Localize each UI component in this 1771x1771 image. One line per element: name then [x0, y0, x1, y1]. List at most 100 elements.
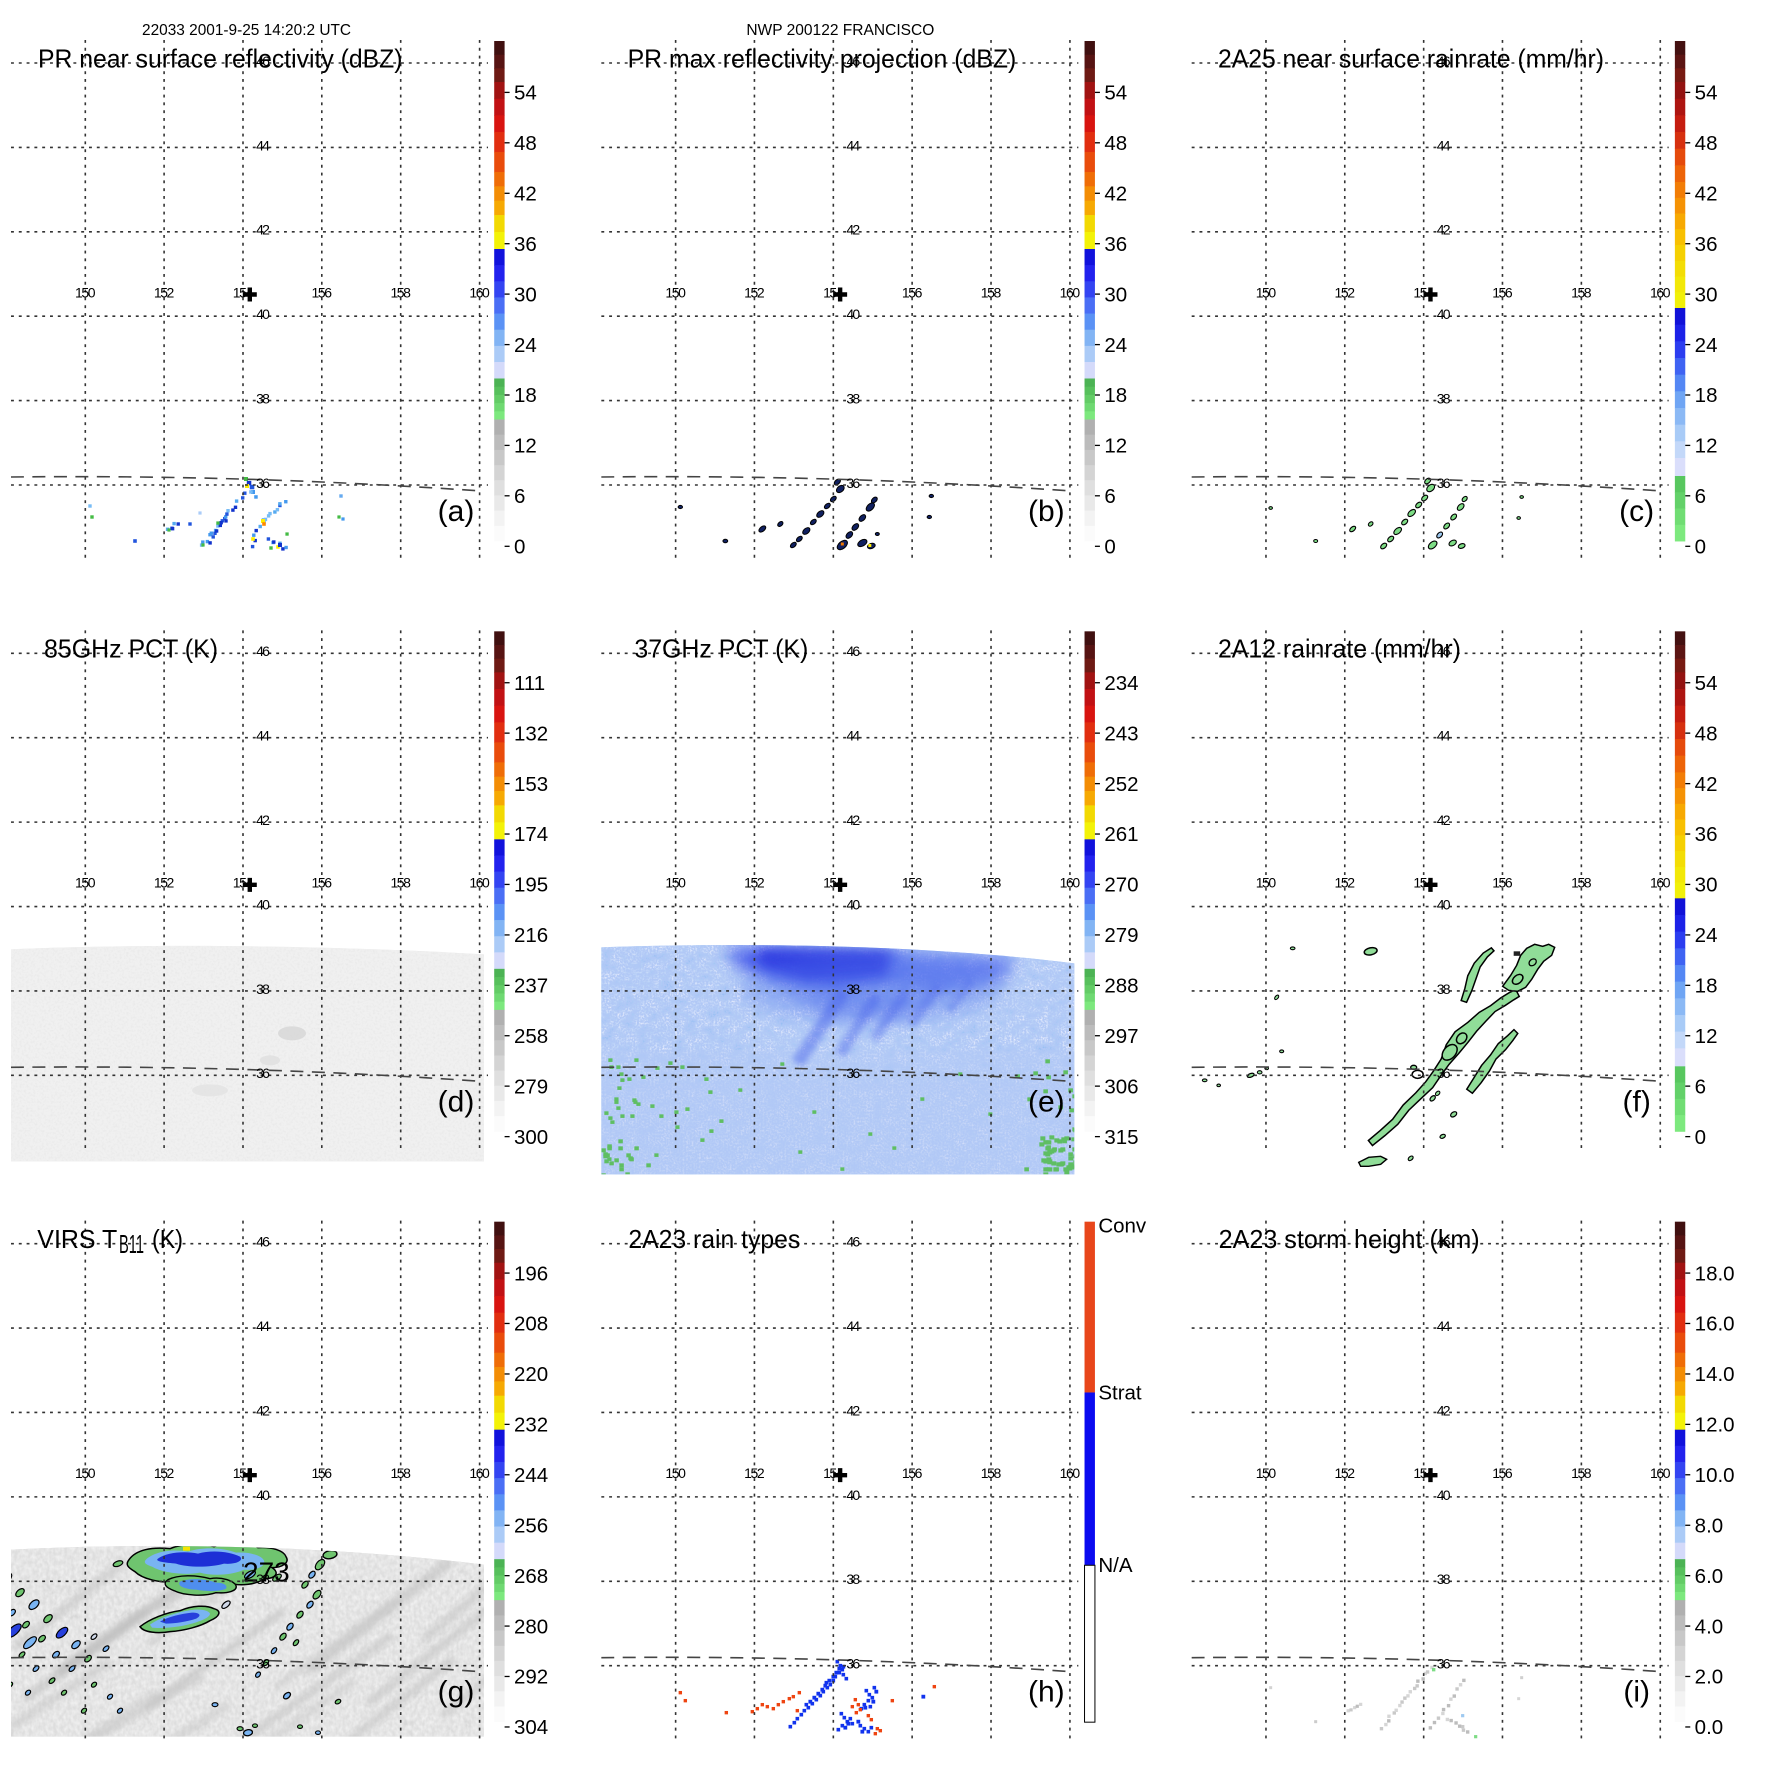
svg-text:152: 152 [1335, 284, 1356, 300]
svg-text:208: 208 [514, 1313, 548, 1336]
svg-text:24: 24 [514, 334, 537, 357]
svg-text:54: 54 [1695, 82, 1718, 105]
svg-text:158: 158 [1571, 1465, 1592, 1481]
svg-text:261: 261 [1104, 823, 1138, 846]
svg-text:232: 232 [514, 1414, 548, 1437]
svg-text:38: 38 [1437, 391, 1451, 407]
svg-text:158: 158 [390, 1465, 411, 1481]
svg-text:0.0: 0.0 [1695, 1716, 1724, 1739]
svg-text:152: 152 [744, 875, 765, 891]
svg-text:Strat: Strat [1098, 1382, 1142, 1405]
svg-text:292: 292 [514, 1666, 548, 1689]
svg-text:38: 38 [846, 981, 860, 997]
svg-text:36: 36 [846, 1656, 860, 1672]
svg-text:40: 40 [846, 306, 860, 322]
svg-text:16.0: 16.0 [1695, 1313, 1735, 1336]
svg-text:0: 0 [1104, 536, 1115, 559]
svg-text:8.0: 8.0 [1695, 1514, 1724, 1537]
svg-text:220: 220 [514, 1363, 548, 1386]
svg-text:0: 0 [1695, 536, 1706, 559]
svg-text:252: 252 [1104, 773, 1138, 796]
svg-text:36: 36 [256, 1065, 270, 1081]
svg-text:150: 150 [1256, 1465, 1277, 1481]
svg-text:24: 24 [1695, 924, 1718, 947]
svg-text:315: 315 [1104, 1126, 1138, 1149]
svg-text:174: 174 [514, 823, 548, 846]
svg-text:38: 38 [256, 1571, 270, 1587]
svg-text:156: 156 [902, 284, 923, 300]
svg-text:12: 12 [1695, 1025, 1718, 1048]
svg-text:156: 156 [312, 875, 333, 891]
svg-text:42: 42 [256, 1402, 270, 1418]
svg-text:38: 38 [846, 1571, 860, 1587]
svg-text:46: 46 [846, 643, 860, 659]
svg-text:268: 268 [514, 1565, 548, 1588]
svg-text:160: 160 [469, 875, 490, 891]
svg-text:150: 150 [1256, 875, 1277, 891]
svg-text:216: 216 [514, 924, 548, 947]
svg-text:(K): (K) [152, 1224, 183, 1254]
svg-text:156: 156 [902, 875, 923, 891]
svg-text:30: 30 [514, 283, 537, 306]
svg-text:44: 44 [256, 728, 270, 744]
svg-text:6: 6 [1104, 485, 1115, 508]
svg-text:234: 234 [1104, 672, 1138, 695]
svg-text:258: 258 [514, 1025, 548, 1048]
svg-text:40: 40 [1437, 1487, 1451, 1503]
svg-text:150: 150 [1256, 284, 1277, 300]
svg-text:30: 30 [1695, 283, 1718, 306]
svg-text:46: 46 [1437, 643, 1451, 659]
svg-text:42: 42 [514, 183, 537, 206]
svg-text:VIRS T: VIRS T [37, 1224, 117, 1254]
svg-text:195: 195 [514, 874, 548, 897]
svg-text:42: 42 [1104, 183, 1127, 206]
svg-text:36: 36 [846, 1065, 860, 1081]
svg-text:42: 42 [256, 812, 270, 828]
svg-text:18: 18 [1695, 975, 1718, 998]
svg-text:(b): (b) [1028, 495, 1065, 528]
svg-text:40: 40 [256, 1487, 270, 1503]
svg-text:12: 12 [1104, 435, 1127, 458]
svg-text:46: 46 [1437, 1234, 1451, 1250]
svg-text:(c): (c) [1619, 495, 1654, 528]
svg-text:152: 152 [744, 1465, 765, 1481]
svg-text:156: 156 [312, 1465, 333, 1481]
svg-text:46: 46 [256, 643, 270, 659]
svg-text:(a): (a) [438, 495, 475, 528]
svg-text:6.0: 6.0 [1695, 1565, 1724, 1588]
svg-text:38: 38 [256, 391, 270, 407]
svg-text:46: 46 [256, 1234, 270, 1250]
svg-text:244: 244 [514, 1464, 548, 1487]
svg-text:152: 152 [1335, 875, 1356, 891]
svg-text:12: 12 [1695, 435, 1718, 458]
svg-text:54: 54 [514, 82, 537, 105]
svg-text:42: 42 [846, 222, 860, 238]
svg-text:18: 18 [1104, 384, 1127, 407]
svg-text:36: 36 [256, 1656, 270, 1672]
svg-text:36: 36 [1437, 1656, 1451, 1672]
svg-text:B11: B11 [119, 1229, 144, 1259]
svg-text:48: 48 [514, 132, 537, 155]
svg-text:6: 6 [1695, 1075, 1706, 1098]
svg-text:40: 40 [846, 896, 860, 912]
svg-text:44: 44 [846, 728, 860, 744]
svg-text:150: 150 [665, 1465, 686, 1481]
svg-text:42: 42 [846, 812, 860, 828]
svg-text:18: 18 [514, 384, 537, 407]
svg-text:36: 36 [256, 475, 270, 491]
svg-text:36: 36 [846, 475, 860, 491]
svg-text:150: 150 [75, 284, 96, 300]
svg-text:300: 300 [514, 1126, 548, 1149]
svg-text:158: 158 [1571, 284, 1592, 300]
svg-text:40: 40 [256, 896, 270, 912]
svg-text:42: 42 [1437, 812, 1451, 828]
svg-text:270: 270 [1104, 874, 1138, 897]
svg-text:42: 42 [846, 1402, 860, 1418]
svg-text:279: 279 [1104, 924, 1138, 947]
svg-text:46: 46 [1437, 53, 1451, 69]
svg-text:158: 158 [390, 875, 411, 891]
svg-text:N/A: N/A [1098, 1554, 1133, 1577]
svg-text:12: 12 [514, 435, 537, 458]
svg-text:4.0: 4.0 [1695, 1615, 1724, 1638]
svg-text:Conv: Conv [1098, 1215, 1147, 1238]
